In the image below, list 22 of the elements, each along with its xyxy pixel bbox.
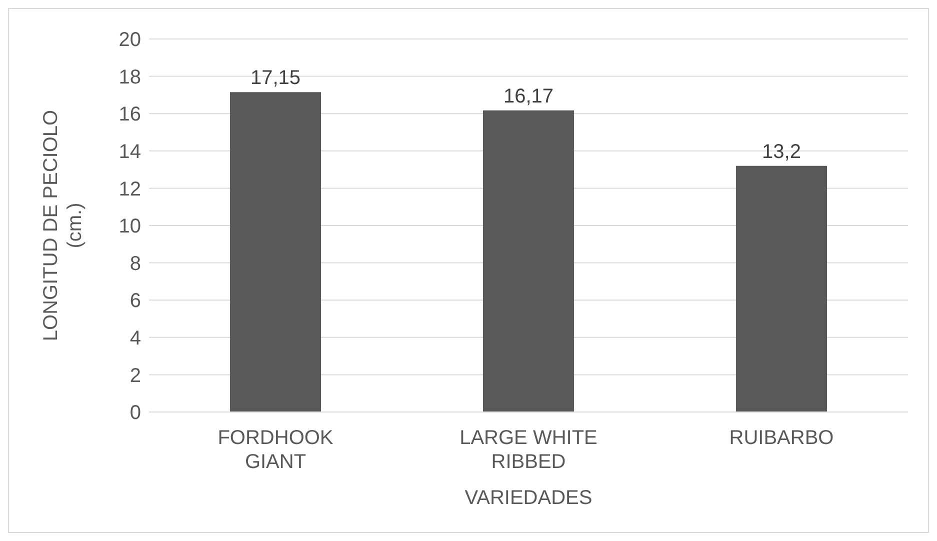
- y-tick-label: 14: [118, 141, 141, 163]
- y-tick-label: 18: [118, 66, 141, 88]
- y-tick-label: 20: [118, 29, 141, 52]
- y-tick-label: 4: [130, 328, 141, 350]
- y-tick-label: 16: [118, 104, 141, 126]
- x-tick-label: LARGE WHITE RIBBED: [460, 427, 598, 473]
- x-tick-label: FORDHOOK GIANT: [218, 427, 334, 473]
- y-tick-label: 6: [130, 290, 141, 312]
- x-axis-title: VARIEDADES: [464, 487, 592, 509]
- y-tick-label: 0: [130, 402, 141, 424]
- x-tick-label: RUIBARBO: [729, 427, 834, 449]
- y-tick-label: 10: [118, 216, 141, 238]
- bar: [230, 92, 322, 412]
- bar: [482, 110, 574, 412]
- data-label: 13,2: [762, 140, 801, 163]
- y-tick-label: 12: [118, 178, 141, 200]
- y-axis-title: LONGITUD DE PECIOLO (cm.): [40, 110, 86, 342]
- data-label: 17,15: [250, 67, 301, 90]
- bar: [736, 166, 828, 412]
- y-tick-label: 8: [130, 252, 141, 275]
- data-label: 16,17: [503, 85, 554, 108]
- y-tick-label: 2: [130, 364, 141, 387]
